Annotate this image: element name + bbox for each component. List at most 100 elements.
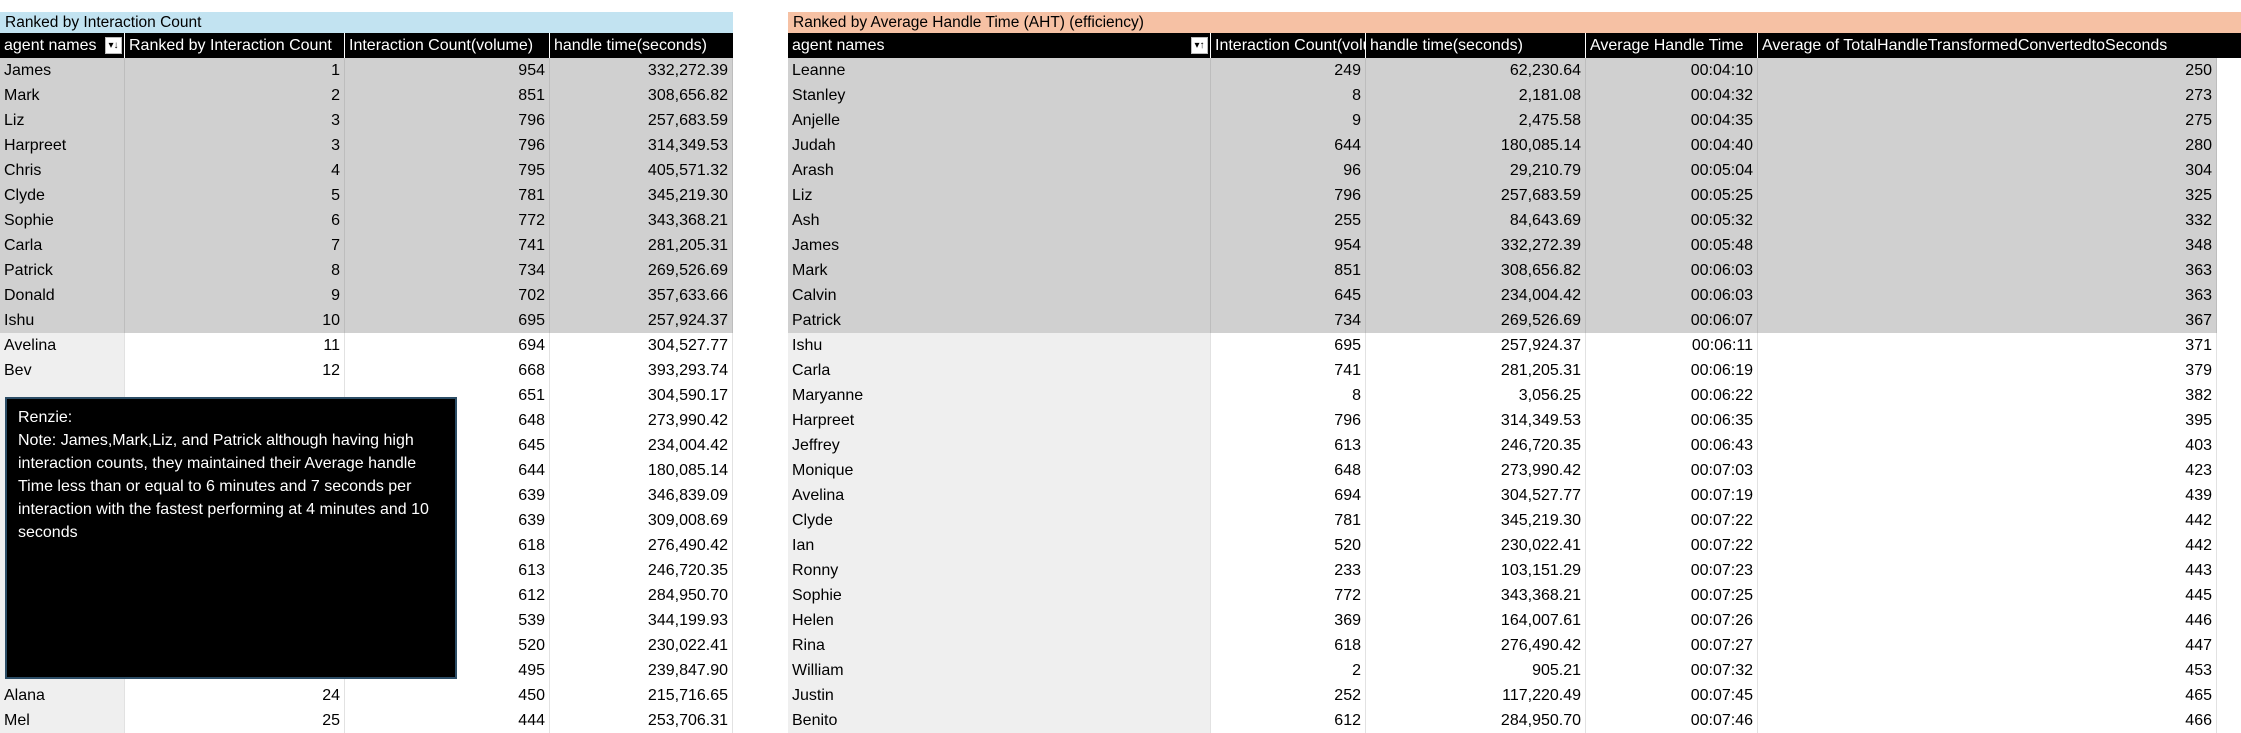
sort-filter-icon[interactable]: ▾↓	[105, 37, 122, 54]
right-cell-col0[interactable]: Anjelle	[788, 108, 1211, 133]
right-cell-col2[interactable]: 2,181.08	[1366, 83, 1586, 108]
right-cell-col2[interactable]: 180,085.14	[1366, 133, 1586, 158]
right-cell-col0[interactable]: Liz	[788, 183, 1211, 208]
right-cell-col0[interactable]: Ian	[788, 533, 1211, 558]
right-cell-col0[interactable]: Mark	[788, 258, 1211, 283]
right-cell-col3[interactable]: 00:04:32	[1586, 83, 1758, 108]
right-cell-col2[interactable]: 314,349.53	[1366, 408, 1586, 433]
right-cell-col2[interactable]: 84,643.69	[1366, 208, 1586, 233]
right-cell-col1[interactable]: 644	[1211, 133, 1366, 158]
right-cell-col1[interactable]: 96	[1211, 158, 1366, 183]
right-header-agent-names[interactable]: agent names ▾↑	[788, 33, 1211, 58]
left-cell-col0[interactable]: Alana	[0, 683, 125, 708]
right-cell-col4[interactable]: 379	[1758, 358, 2217, 383]
left-cell-col1[interactable]: 1	[125, 58, 345, 83]
left-cell-col3[interactable]: 314,349.53	[550, 133, 733, 158]
left-cell-col3[interactable]: 346,839.09	[550, 483, 733, 508]
left-cell-col1[interactable]: 25	[125, 708, 345, 733]
left-cell-col3[interactable]: 253,706.31	[550, 708, 733, 733]
left-cell-col1[interactable]: 9	[125, 283, 345, 308]
left-cell-col3[interactable]: 343,368.21	[550, 208, 733, 233]
right-cell-col1[interactable]: 613	[1211, 433, 1366, 458]
left-cell-col3[interactable]: 230,022.41	[550, 633, 733, 658]
right-cell-col2[interactable]: 905.21	[1366, 658, 1586, 683]
left-cell-col0[interactable]: James	[0, 58, 125, 83]
right-cell-col4[interactable]: 403	[1758, 433, 2217, 458]
left-cell-col2[interactable]: 796	[345, 133, 550, 158]
right-cell-col1[interactable]: 252	[1211, 683, 1366, 708]
right-header-aht[interactable]: Average Handle Time	[1586, 33, 1758, 58]
left-cell-col3[interactable]: 269,526.69	[550, 258, 733, 283]
right-cell-col1[interactable]: 694	[1211, 483, 1366, 508]
right-cell-col4[interactable]: 423	[1758, 458, 2217, 483]
right-cell-col2[interactable]: 257,683.59	[1366, 183, 1586, 208]
right-cell-col3[interactable]: 00:05:04	[1586, 158, 1758, 183]
right-cell-col0[interactable]: Harpreet	[788, 408, 1211, 433]
left-cell-col2[interactable]: 702	[345, 283, 550, 308]
left-cell-col0[interactable]: Donald	[0, 283, 125, 308]
right-cell-col2[interactable]: 234,004.42	[1366, 283, 1586, 308]
right-cell-col1[interactable]: 369	[1211, 608, 1366, 633]
left-cell-col2[interactable]: 694	[345, 333, 550, 358]
right-cell-col4[interactable]: 332	[1758, 208, 2217, 233]
right-cell-col3[interactable]: 00:07:26	[1586, 608, 1758, 633]
right-cell-col1[interactable]: 618	[1211, 633, 1366, 658]
right-cell-col1[interactable]: 9	[1211, 108, 1366, 133]
left-cell-col2[interactable]: 734	[345, 258, 550, 283]
right-cell-col3[interactable]: 00:07:45	[1586, 683, 1758, 708]
left-cell-col1[interactable]: 3	[125, 108, 345, 133]
right-cell-col3[interactable]: 00:06:03	[1586, 258, 1758, 283]
left-cell-col3[interactable]: 357,633.66	[550, 283, 733, 308]
left-cell-col1[interactable]: 6	[125, 208, 345, 233]
right-cell-col0[interactable]: Sophie	[788, 583, 1211, 608]
right-cell-col4[interactable]: 304	[1758, 158, 2217, 183]
left-cell-col1[interactable]: 4	[125, 158, 345, 183]
right-cell-col0[interactable]: Rina	[788, 633, 1211, 658]
right-cell-col4[interactable]: 367	[1758, 308, 2217, 333]
right-cell-col0[interactable]: Arash	[788, 158, 1211, 183]
left-cell-col0[interactable]: Harpreet	[0, 133, 125, 158]
left-cell-col3[interactable]: 284,950.70	[550, 583, 733, 608]
right-cell-col4[interactable]: 447	[1758, 633, 2217, 658]
right-cell-col4[interactable]: 443	[1758, 558, 2217, 583]
right-cell-col4[interactable]: 445	[1758, 583, 2217, 608]
right-cell-col4[interactable]: 442	[1758, 508, 2217, 533]
right-cell-col1[interactable]: 851	[1211, 258, 1366, 283]
right-cell-col2[interactable]: 103,151.29	[1366, 558, 1586, 583]
right-cell-col4[interactable]: 382	[1758, 383, 2217, 408]
left-cell-col3[interactable]: 393,293.74	[550, 358, 733, 383]
right-cell-col0[interactable]: Judah	[788, 133, 1211, 158]
left-cell-col2[interactable]: 781	[345, 183, 550, 208]
left-cell-col2[interactable]: 954	[345, 58, 550, 83]
right-cell-col0[interactable]: Calvin	[788, 283, 1211, 308]
left-cell-col3[interactable]: 257,683.59	[550, 108, 733, 133]
right-cell-col0[interactable]: Ronny	[788, 558, 1211, 583]
right-cell-col0[interactable]: Helen	[788, 608, 1211, 633]
left-cell-col3[interactable]: 180,085.14	[550, 458, 733, 483]
right-cell-col0[interactable]: Justin	[788, 683, 1211, 708]
left-cell-col1[interactable]: 11	[125, 333, 345, 358]
right-cell-col3[interactable]: 00:07:25	[1586, 583, 1758, 608]
left-cell-col2[interactable]: 444	[345, 708, 550, 733]
right-cell-col2[interactable]: 281,205.31	[1366, 358, 1586, 383]
right-cell-col2[interactable]: 257,924.37	[1366, 333, 1586, 358]
right-cell-col1[interactable]: 612	[1211, 708, 1366, 733]
right-header-aht-seconds[interactable]: Average of TotalHandleTransformedConvert…	[1762, 37, 2168, 54]
right-cell-col1[interactable]: 695	[1211, 333, 1366, 358]
right-cell-col0[interactable]: Monique	[788, 458, 1211, 483]
right-cell-col3[interactable]: 00:06:19	[1586, 358, 1758, 383]
right-cell-col2[interactable]: 29,210.79	[1366, 158, 1586, 183]
right-cell-col2[interactable]: 246,720.35	[1366, 433, 1586, 458]
right-cell-col1[interactable]: 772	[1211, 583, 1366, 608]
right-cell-col0[interactable]: Ishu	[788, 333, 1211, 358]
left-cell-col0[interactable]: Ishu	[0, 308, 125, 333]
right-cell-col1[interactable]: 233	[1211, 558, 1366, 583]
left-cell-col2[interactable]: 741	[345, 233, 550, 258]
left-cell-col3[interactable]: 405,571.32	[550, 158, 733, 183]
right-cell-col3[interactable]: 00:05:25	[1586, 183, 1758, 208]
right-cell-col3[interactable]: 00:07:22	[1586, 533, 1758, 558]
right-cell-col4[interactable]: 466	[1758, 708, 2217, 733]
right-cell-col4[interactable]: 446	[1758, 608, 2217, 633]
left-cell-col0[interactable]: Chris	[0, 158, 125, 183]
right-header-handle-time[interactable]: handle time(seconds)	[1366, 33, 1586, 58]
